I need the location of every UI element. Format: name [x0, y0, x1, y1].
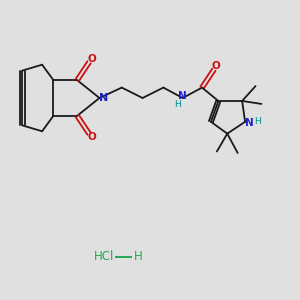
Text: O: O — [87, 132, 96, 142]
Text: N: N — [99, 93, 108, 103]
Text: N: N — [244, 118, 253, 128]
Text: H: H — [174, 100, 181, 109]
Text: N: N — [178, 91, 187, 100]
Text: H: H — [134, 250, 142, 263]
Text: O: O — [211, 61, 220, 70]
Text: HCl: HCl — [94, 250, 114, 263]
Text: H: H — [254, 117, 261, 126]
Text: O: O — [87, 54, 96, 64]
